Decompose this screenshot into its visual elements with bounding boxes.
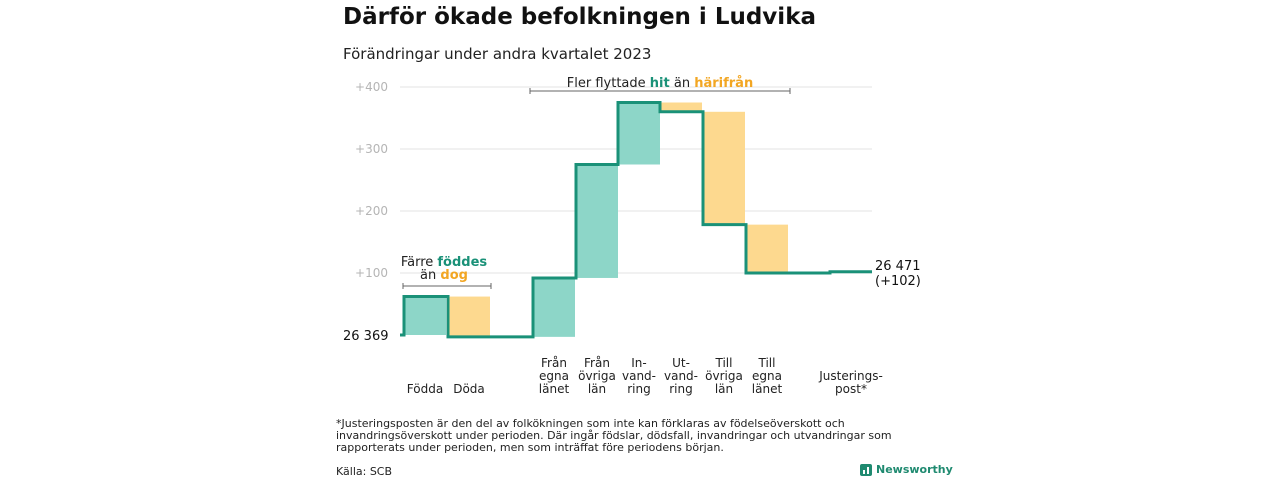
- migration-annotation-prefix: Fler flyttade: [567, 76, 646, 91]
- migration-annotation-highlight-in: hit: [650, 76, 670, 91]
- brand-name: Newsworthy: [876, 463, 953, 476]
- births-annotation-line1: Färre föddes: [401, 255, 488, 270]
- brand-logo: Newsworthy: [860, 463, 953, 476]
- category-label: ring: [627, 382, 651, 396]
- end-value-label: 26 471: [875, 259, 921, 274]
- category-label: Döda: [453, 382, 485, 396]
- waterfall-bar: [746, 224, 788, 273]
- footnote: *Justeringsposten är den del av folkökni…: [336, 417, 892, 454]
- y-tick-label: +400: [355, 80, 388, 94]
- y-tick-label: +200: [355, 204, 388, 218]
- waterfall-bar: [404, 296, 446, 335]
- births-annotation-line2-prefix: än: [420, 268, 436, 283]
- births-annotation-highlight: föddes: [437, 255, 487, 270]
- category-label: post*: [835, 382, 867, 396]
- end-change-label: (+102): [875, 274, 921, 289]
- category-label: Födda: [407, 382, 443, 396]
- category-label: Till: [758, 356, 776, 370]
- migration-annotation-middle: än: [674, 76, 690, 91]
- step-line: [400, 101, 872, 339]
- chart-title: Därför ökade befolkningen i Ludvika: [343, 4, 817, 30]
- category-label: vand-: [664, 369, 698, 383]
- category-label: övriga: [705, 369, 743, 383]
- category-label: vand-: [622, 369, 656, 383]
- category-label: egna: [539, 369, 569, 383]
- bars-layer: [404, 102, 872, 337]
- category-label: ring: [669, 382, 693, 396]
- category-label: län: [588, 382, 606, 396]
- migration-annotation-highlight-out: härifrån: [694, 76, 753, 91]
- newsworthy-logo-icon: [860, 463, 872, 476]
- y-tick-label: +300: [355, 142, 388, 156]
- category-label: län: [715, 382, 733, 396]
- y-tick-label: +100: [355, 266, 388, 280]
- waterfall-bar: [660, 102, 702, 112]
- births-annotation-prefix: Färre: [401, 255, 433, 270]
- step-line-layer: [400, 101, 872, 339]
- waterfall-bar: [618, 102, 660, 165]
- births-annotation-line2: än dog: [420, 268, 468, 283]
- waterfall-bar: [576, 164, 618, 278]
- chart-subtitle: Förändringar under andra kvartalet 2023: [343, 45, 652, 63]
- migration-annotation-text: Fler flyttade hit än härifrån: [567, 76, 753, 91]
- category-label: övriga: [578, 369, 616, 383]
- category-label: Till: [715, 356, 733, 370]
- category-label: Justerings-: [818, 369, 883, 383]
- waterfall-bar: [448, 296, 490, 337]
- category-label: egna: [752, 369, 782, 383]
- category-label: länet: [539, 382, 570, 396]
- migration-annotation: Fler flyttade hit än härifrån: [529, 76, 791, 94]
- deaths-annotation-highlight: dog: [440, 268, 468, 283]
- category-label: Ut-: [672, 356, 690, 370]
- waterfall-bar: [703, 111, 745, 225]
- category-label: In-: [631, 356, 646, 370]
- start-value-label: 26 369: [343, 329, 389, 344]
- category-label: länet: [752, 382, 783, 396]
- births-annotation: Färre föddes än dog: [401, 255, 492, 289]
- source-label: Källa: SCB: [336, 465, 393, 478]
- category-label: Från: [584, 356, 610, 370]
- waterfall-bar: [533, 277, 575, 337]
- labels-layer: Födda DödaFrånegnalänetFrånövrigalänIn-va…: [407, 356, 883, 396]
- category-label: Från: [541, 356, 567, 370]
